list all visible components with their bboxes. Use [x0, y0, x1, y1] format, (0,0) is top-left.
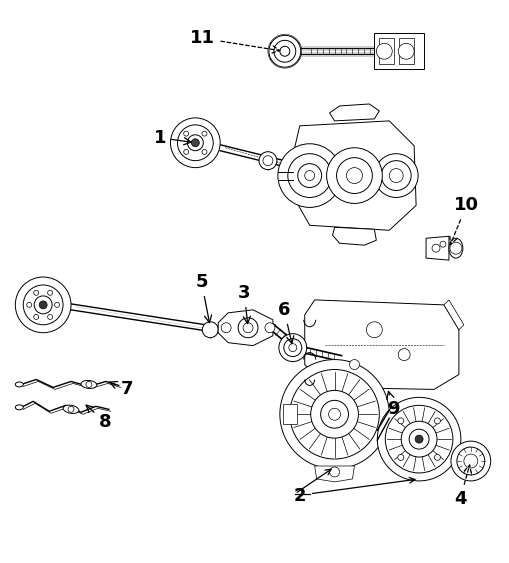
Circle shape — [287, 154, 331, 198]
Circle shape — [349, 360, 359, 369]
Circle shape — [26, 302, 32, 307]
Circle shape — [202, 131, 207, 136]
Circle shape — [39, 301, 47, 309]
Circle shape — [86, 382, 92, 387]
Bar — [374, 33, 423, 69]
Text: 7: 7 — [109, 381, 133, 399]
Circle shape — [191, 139, 199, 147]
Circle shape — [449, 242, 461, 254]
Circle shape — [183, 149, 188, 154]
Circle shape — [23, 285, 63, 325]
Circle shape — [263, 156, 272, 166]
Circle shape — [304, 171, 314, 181]
Circle shape — [374, 154, 417, 198]
Text: 6: 6 — [277, 301, 293, 343]
Text: 11: 11 — [190, 29, 279, 53]
Circle shape — [54, 302, 60, 307]
Circle shape — [277, 144, 341, 207]
Circle shape — [365, 322, 382, 338]
Circle shape — [388, 168, 403, 182]
Circle shape — [320, 400, 348, 428]
Circle shape — [34, 296, 52, 314]
Circle shape — [376, 43, 391, 59]
Circle shape — [285, 159, 298, 173]
Circle shape — [187, 135, 203, 151]
Bar — [379, 38, 393, 64]
Circle shape — [384, 405, 452, 473]
Circle shape — [34, 291, 39, 296]
Circle shape — [463, 454, 477, 468]
Circle shape — [284, 339, 301, 356]
Circle shape — [47, 291, 52, 296]
Circle shape — [329, 467, 339, 477]
Bar — [399, 38, 413, 64]
Text: 5: 5 — [195, 273, 211, 323]
Circle shape — [450, 441, 490, 481]
Circle shape — [279, 46, 289, 56]
Ellipse shape — [15, 382, 23, 387]
Circle shape — [434, 418, 439, 424]
Circle shape — [377, 397, 460, 481]
Text: 10: 10 — [449, 196, 478, 244]
Text: 8: 8 — [86, 405, 111, 431]
Ellipse shape — [63, 405, 79, 413]
Circle shape — [15, 277, 71, 333]
Polygon shape — [425, 236, 448, 260]
Circle shape — [265, 323, 274, 333]
Circle shape — [398, 43, 413, 59]
Circle shape — [439, 241, 445, 247]
Circle shape — [326, 148, 382, 203]
Text: 9: 9 — [386, 391, 399, 418]
Circle shape — [170, 118, 220, 168]
Circle shape — [397, 418, 403, 424]
Polygon shape — [282, 404, 296, 424]
Circle shape — [268, 35, 300, 67]
Circle shape — [310, 390, 358, 438]
Ellipse shape — [81, 381, 97, 388]
Text: 2: 2 — [293, 487, 305, 505]
Circle shape — [243, 323, 252, 333]
Circle shape — [434, 454, 439, 461]
Circle shape — [381, 160, 410, 190]
Polygon shape — [332, 227, 376, 245]
Circle shape — [279, 360, 388, 469]
Circle shape — [202, 149, 207, 154]
Circle shape — [289, 369, 379, 459]
Text: 3: 3 — [238, 284, 250, 324]
Text: 1: 1 — [153, 129, 191, 147]
Circle shape — [183, 131, 188, 136]
Circle shape — [68, 406, 74, 412]
Polygon shape — [218, 310, 272, 346]
Circle shape — [297, 164, 321, 187]
Polygon shape — [329, 104, 379, 121]
Polygon shape — [443, 300, 463, 330]
Polygon shape — [314, 466, 354, 482]
Circle shape — [47, 315, 52, 319]
Circle shape — [278, 334, 306, 361]
Circle shape — [34, 315, 39, 319]
Circle shape — [414, 435, 422, 443]
Polygon shape — [304, 300, 458, 390]
Polygon shape — [292, 121, 415, 230]
Circle shape — [288, 343, 296, 352]
Circle shape — [259, 151, 276, 169]
Ellipse shape — [448, 238, 462, 258]
Circle shape — [238, 318, 258, 338]
Circle shape — [328, 408, 340, 420]
Circle shape — [398, 348, 409, 360]
Circle shape — [346, 168, 362, 184]
Ellipse shape — [15, 405, 23, 410]
Circle shape — [221, 323, 231, 333]
Circle shape — [273, 41, 295, 62]
Circle shape — [336, 158, 372, 194]
Text: 4: 4 — [453, 465, 470, 508]
Circle shape — [456, 447, 484, 475]
Circle shape — [177, 125, 213, 160]
Circle shape — [202, 322, 218, 338]
Circle shape — [408, 429, 428, 449]
Circle shape — [397, 454, 403, 461]
Circle shape — [431, 244, 439, 252]
Circle shape — [401, 421, 436, 457]
